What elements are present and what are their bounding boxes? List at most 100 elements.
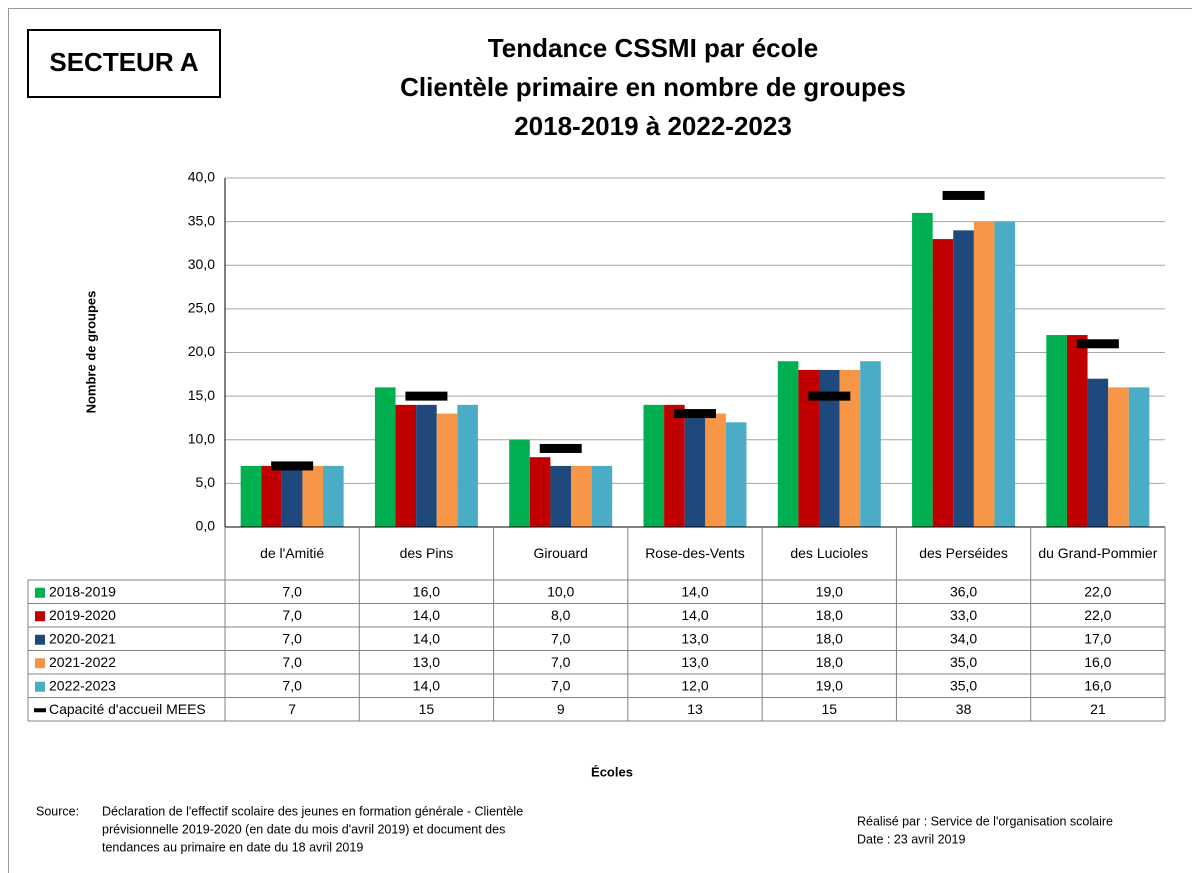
data-label: 7,0 xyxy=(282,677,302,693)
bar xyxy=(261,465,282,527)
data-label: 14,0 xyxy=(413,677,440,693)
data-label: 7,0 xyxy=(551,630,571,646)
bar xyxy=(684,413,706,527)
y-axis-label: Nombre de groupes xyxy=(83,291,98,414)
bar xyxy=(973,221,995,527)
bar xyxy=(1108,387,1129,527)
y-tick-label: 5,0 xyxy=(196,474,216,490)
capacity-marker xyxy=(674,409,716,419)
data-label: 14,0 xyxy=(681,607,708,623)
bar xyxy=(994,221,1016,527)
data-label: 12,0 xyxy=(681,677,708,693)
badge-box xyxy=(27,29,221,98)
legend-key xyxy=(35,634,45,645)
legend-label: 2019-2020 xyxy=(49,607,116,623)
legend-label: 2018-2019 xyxy=(49,583,116,599)
bar xyxy=(509,439,530,527)
bar xyxy=(643,404,665,527)
data-label: 17,0 xyxy=(1084,630,1111,646)
capacity-marker xyxy=(271,461,314,471)
bar xyxy=(839,369,861,527)
source-label: Source: xyxy=(36,804,79,818)
bar xyxy=(705,413,726,527)
capacity-marker xyxy=(942,190,985,200)
bar xyxy=(1066,335,1088,527)
data-label: 15 xyxy=(419,701,435,717)
x-axis-label: Écoles xyxy=(591,764,633,779)
bar xyxy=(798,369,819,527)
data-label: 36,0 xyxy=(950,583,977,599)
bar xyxy=(571,465,592,527)
data-label: 7,0 xyxy=(282,630,302,646)
x-tick-label: des Lucioles xyxy=(790,545,868,561)
x-tick-label: du Grand-Pommier xyxy=(1038,545,1157,561)
bar xyxy=(302,465,324,527)
data-label: 35,0 xyxy=(950,677,977,693)
bar xyxy=(416,404,437,527)
bar xyxy=(240,465,262,527)
x-tick-label: de l'Amitié xyxy=(260,545,324,561)
data-label: 7,0 xyxy=(282,607,302,623)
x-tick-label: Rose-des-Vents xyxy=(645,545,745,561)
y-tick-label: 35,0 xyxy=(188,212,215,228)
bar xyxy=(323,465,344,527)
bar xyxy=(1087,378,1109,527)
data-label: 14,0 xyxy=(681,583,708,599)
data-label: 14,0 xyxy=(413,630,440,646)
data-label: 33,0 xyxy=(950,607,977,623)
source-text: prévisionnelle 2019-2020 (en date du moi… xyxy=(102,822,505,836)
data-label: 18,0 xyxy=(816,630,843,646)
legend-label: 2021-2022 xyxy=(49,654,116,670)
y-tick-label: 40,0 xyxy=(188,169,215,185)
legend-key xyxy=(35,611,45,622)
data-label: 35,0 xyxy=(950,654,977,670)
data-label: 10,0 xyxy=(547,583,574,599)
chart-title: Tendance CSSMI par école xyxy=(488,33,818,63)
y-tick-label: 25,0 xyxy=(188,300,215,316)
x-tick-label: des Pins xyxy=(400,545,454,561)
data-label: 9 xyxy=(557,701,565,717)
bar xyxy=(664,404,685,527)
bar xyxy=(953,230,974,527)
bar xyxy=(374,387,396,527)
data-label: 22,0 xyxy=(1084,583,1111,599)
y-tick-label: 15,0 xyxy=(188,387,215,403)
data-label: 7,0 xyxy=(282,583,302,599)
data-label: 15 xyxy=(821,701,837,717)
data-label: 8,0 xyxy=(551,607,571,623)
data-label: 7,0 xyxy=(551,654,571,670)
legend-key xyxy=(34,708,46,713)
data-label: 19,0 xyxy=(816,583,843,599)
credit: Date : 23 avril 2019 xyxy=(857,832,965,846)
bar xyxy=(912,212,933,527)
data-label: 18,0 xyxy=(816,654,843,670)
bar xyxy=(860,361,881,527)
data-label: 22,0 xyxy=(1084,607,1111,623)
chart-subtitle: Clientèle primaire en nombre de groupes xyxy=(400,72,906,102)
capacity-marker xyxy=(539,443,582,453)
bar xyxy=(932,239,954,527)
data-label: 34,0 xyxy=(950,630,977,646)
data-label: 16,0 xyxy=(1084,654,1111,670)
bar xyxy=(457,404,478,527)
bar xyxy=(818,369,840,527)
legend-label: 2022-2023 xyxy=(49,677,116,693)
bar xyxy=(591,465,613,527)
chart-subtitle: 2018-2019 à 2022-2023 xyxy=(514,111,792,141)
data-label: 13 xyxy=(687,701,703,717)
data-label: 13,0 xyxy=(681,630,708,646)
bar xyxy=(777,361,799,527)
bar xyxy=(529,457,551,527)
legend-key xyxy=(35,587,45,598)
y-tick-label: 20,0 xyxy=(188,343,215,359)
y-tick-label: 30,0 xyxy=(188,256,215,272)
capacity-marker xyxy=(808,391,851,401)
bar xyxy=(436,413,458,527)
y-tick-label: 10,0 xyxy=(188,430,215,446)
data-label: 38 xyxy=(956,701,972,717)
legend-key xyxy=(35,681,45,692)
source-text: Déclaration de l'effectif scolaire des j… xyxy=(102,804,523,818)
legend-label: 2020-2021 xyxy=(49,630,116,646)
legend-key xyxy=(35,658,45,669)
